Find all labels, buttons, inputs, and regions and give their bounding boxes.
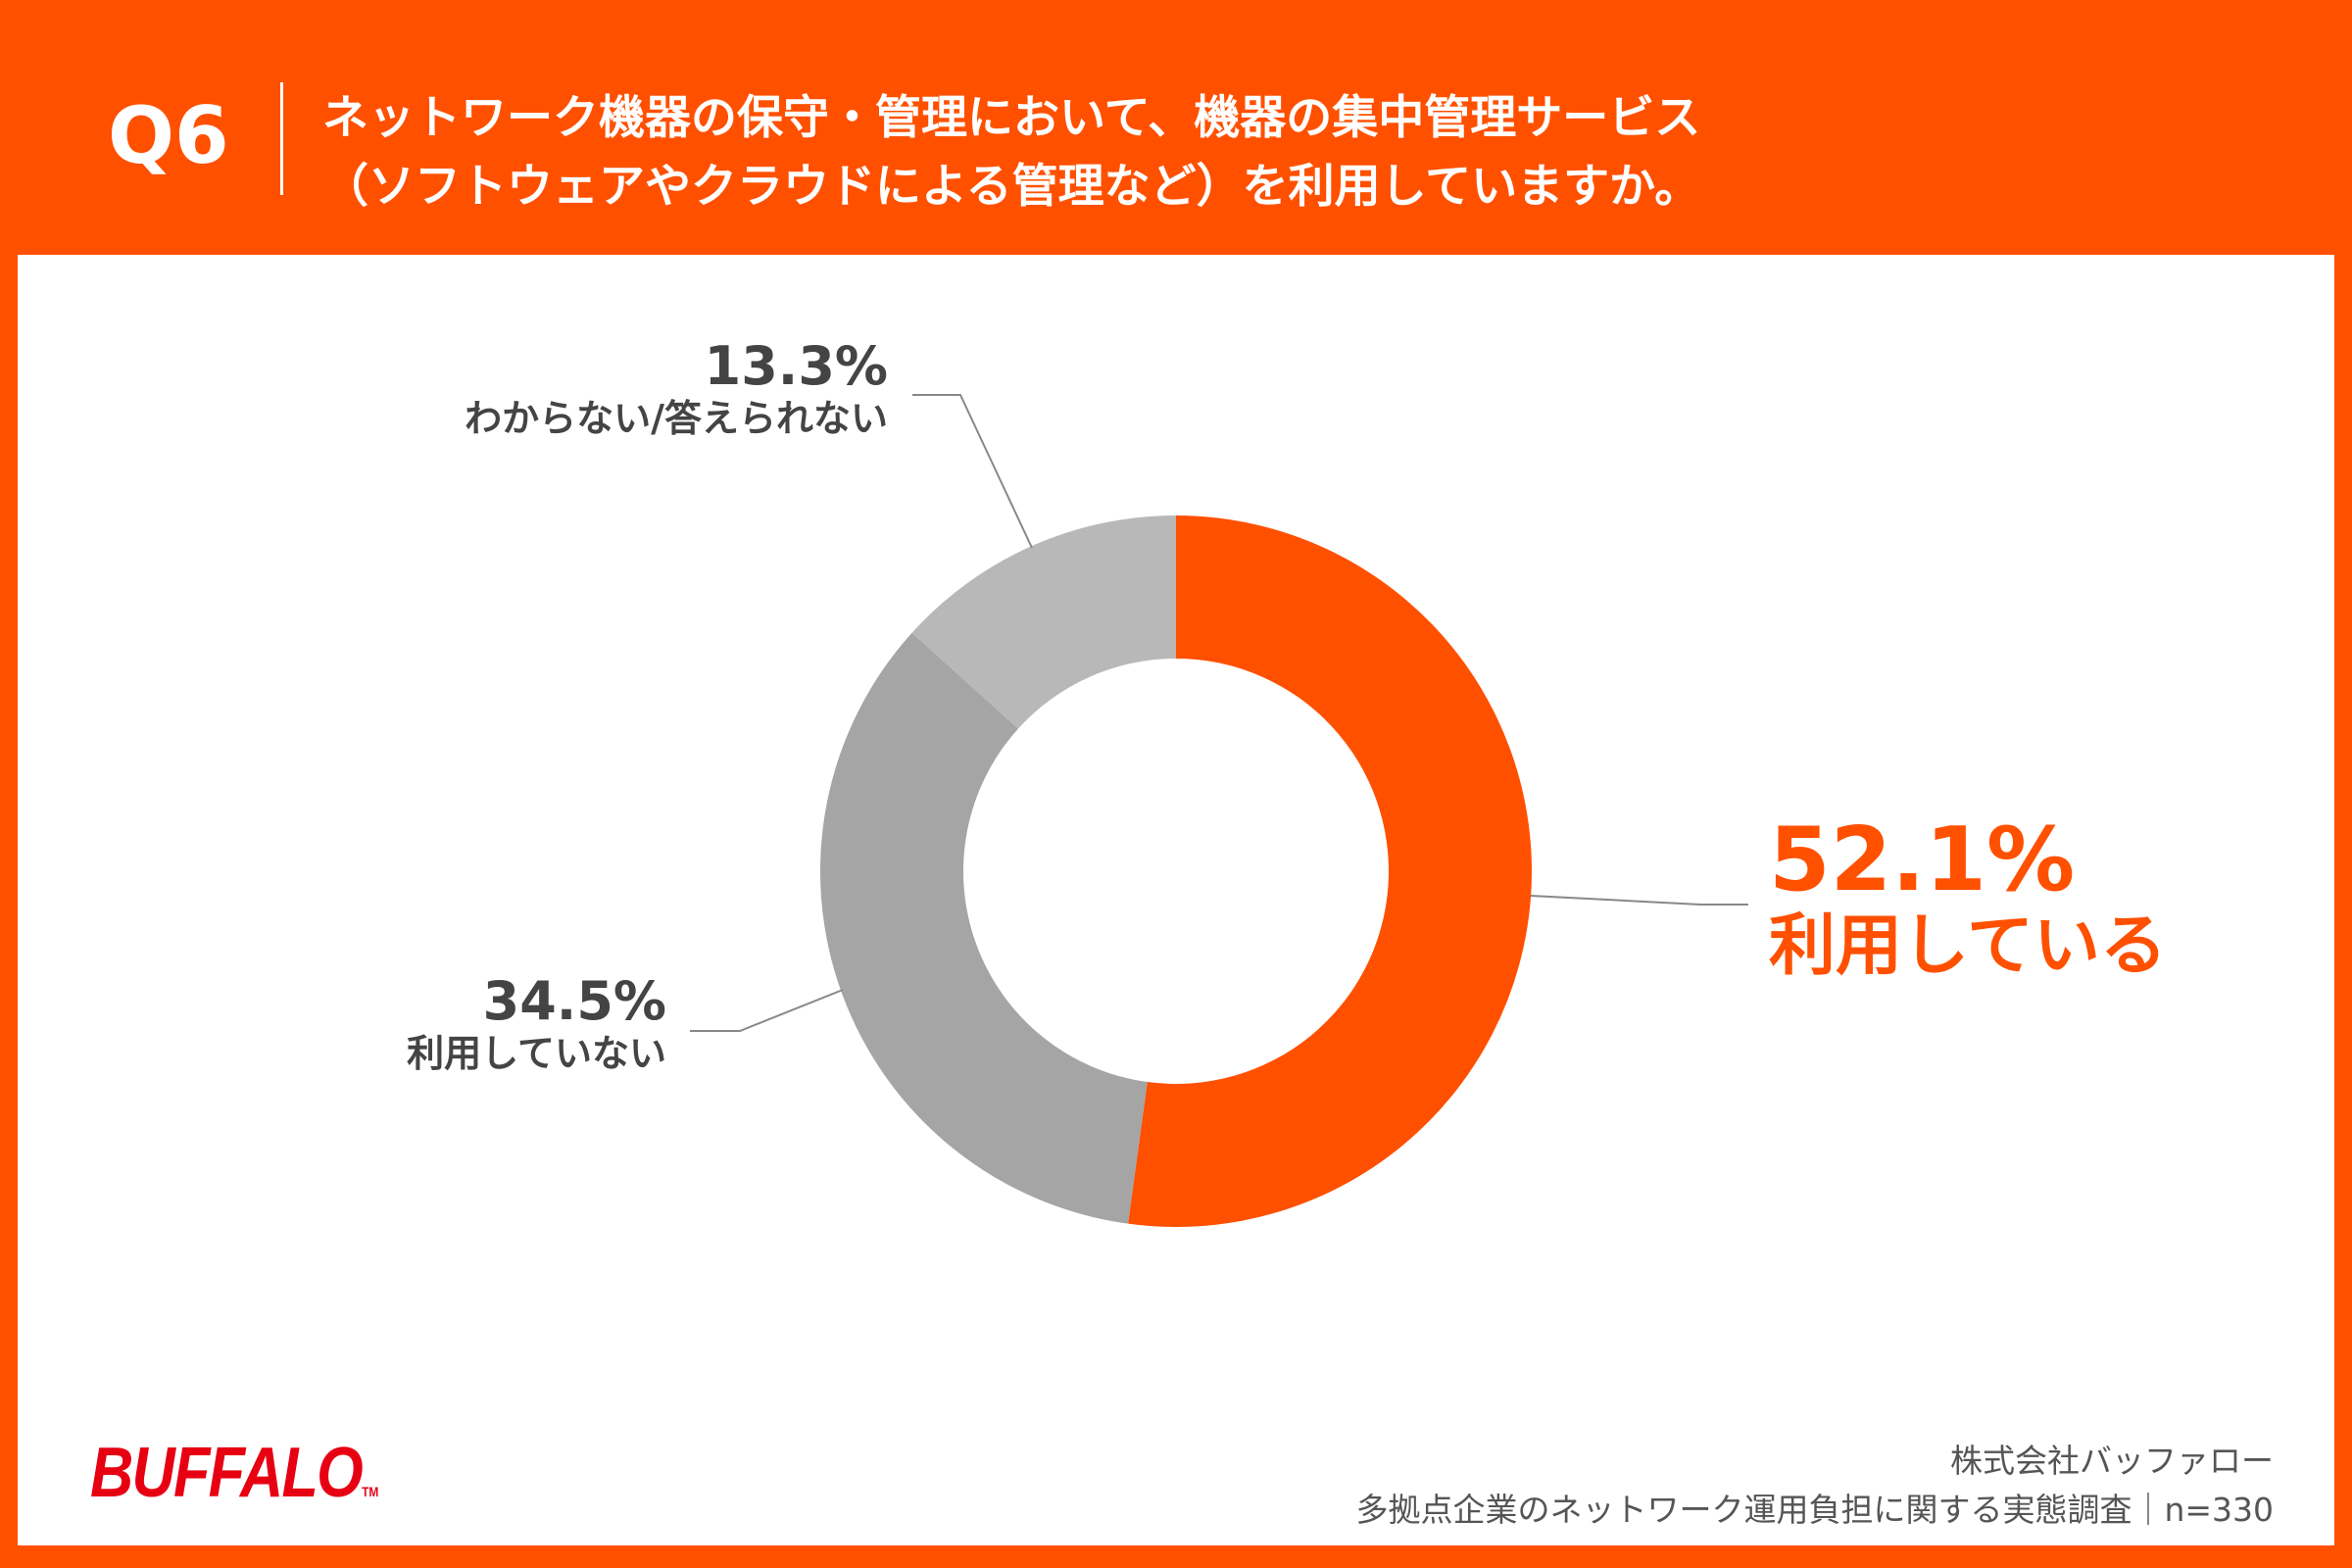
donut-slice-0: [1128, 515, 1532, 1227]
chart-panel: [18, 255, 2334, 1545]
question-title: ネットワーク機器の保守・管理において、機器の集中管理サービス （ソフトウェアやク…: [322, 84, 1700, 221]
label-unknown: 13.3% わからない/答えられない: [465, 337, 888, 441]
title-line-1: ネットワーク機器の保守・管理において、機器の集中管理サービス: [322, 91, 1701, 145]
label-not-using-category: 利用していない: [407, 1032, 666, 1075]
label-using-percent: 52.1%: [1769, 808, 2076, 911]
question-number: Q6: [108, 90, 229, 181]
label-not-using: 34.5% 利用していない: [407, 972, 666, 1076]
header-divider: [280, 82, 283, 195]
donut-slice-1: [820, 632, 1148, 1224]
label-using: 52.1% 利用している: [1769, 813, 2167, 986]
leader-line-unknown: [912, 394, 1033, 549]
donut-slice-2: [911, 515, 1176, 729]
logo-text: BUFFALO: [90, 1434, 364, 1512]
leader-line-using: [1530, 895, 1748, 906]
label-not-using-percent: 34.5%: [482, 970, 666, 1032]
leader-line-not-using: [690, 989, 844, 1032]
footer-company: 株式会社バッファロー: [1950, 1442, 2274, 1480]
footer-survey: 多拠点企業のネットワーク運用負担に関する実態調査｜n=330: [1355, 1491, 2274, 1529]
buffalo-logo: BUFFALOTM: [90, 1434, 379, 1512]
label-using-category: 利用している: [1769, 907, 2167, 985]
footer-credits: 株式会社バッファロー 多拠点企業のネットワーク運用負担に関する実態調査｜n=33…: [1355, 1437, 2274, 1535]
label-unknown-category: わからない/答えられない: [465, 397, 888, 440]
title-line-2: （ソフトウェアやクラウドによる管理など）を利用していますか。: [322, 160, 1701, 214]
label-unknown-percent: 13.3%: [704, 335, 888, 397]
